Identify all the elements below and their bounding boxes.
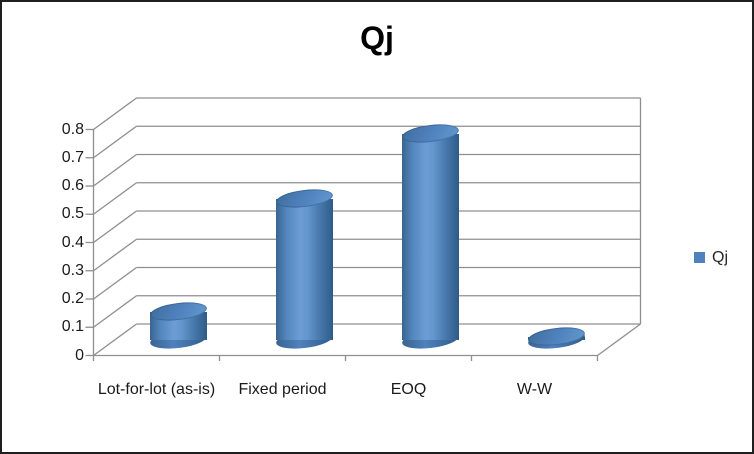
side-wall-gridline (93, 97, 137, 131)
y-axis-tick-label: 0.2 (61, 290, 84, 307)
side-wall-gridline (93, 266, 137, 300)
side-wall-gridline (93, 182, 137, 215)
y-axis-tick-label: 0.8 (61, 120, 84, 138)
cylinder-body (275, 198, 333, 340)
y-axis-tick-label: 0 (75, 346, 84, 364)
side-wall-gridline (93, 238, 137, 272)
y-axis-tick-label: 0.6 (61, 177, 84, 194)
y-axis-tick-label: 0.7 (61, 148, 84, 166)
side-wall-gridline (93, 210, 137, 244)
category-label: EOQ (390, 381, 427, 398)
category-label: Fixed period (238, 381, 327, 398)
legend-series-label: Qj (712, 249, 728, 266)
cylinder-body (401, 133, 459, 340)
y-axis-tick-label: 0.1 (61, 318, 84, 336)
side-wall-gridline (93, 125, 137, 159)
legend: Qj (694, 249, 728, 266)
side-wall-gridline (93, 295, 137, 328)
chart-title: Qj (360, 20, 394, 56)
y-axis-tick-label: 0.4 (61, 233, 84, 251)
y-axis-tick-label: 0.3 (61, 261, 84, 279)
y-axis-tick-label: 0.5 (61, 205, 84, 223)
side-wall-gridline (93, 153, 137, 187)
side-wall-gridline (93, 323, 137, 357)
legend-color-swatch (694, 252, 705, 263)
category-label: Lot-for-lot (as-is) (97, 381, 216, 398)
floor-right-edge (597, 323, 641, 357)
category-label: W-W (516, 381, 553, 398)
